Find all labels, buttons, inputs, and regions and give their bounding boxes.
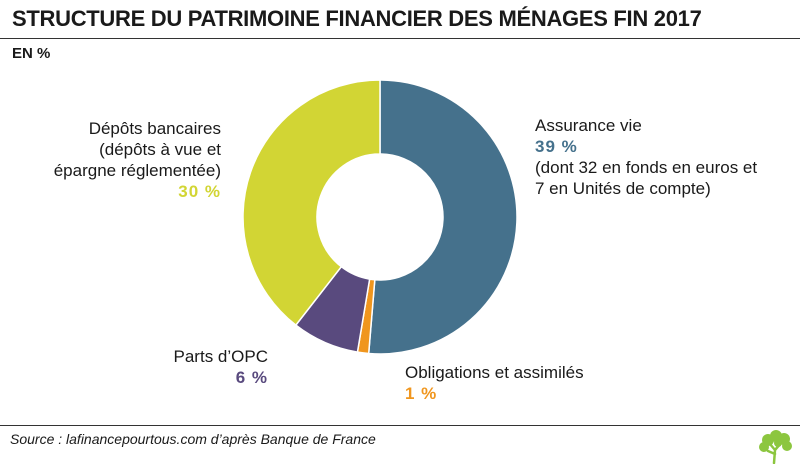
slice-detail-4-2: épargne réglementée) — [54, 161, 221, 180]
donut-slice-1 — [367, 79, 518, 355]
source-note: Source : lafinancepourtous.com d’après B… — [10, 431, 376, 447]
donut-slice-4 — [242, 79, 381, 327]
footer-divider — [0, 425, 800, 426]
slice-detail-1-1: (dont 32 en fonds en euros et — [535, 158, 757, 177]
slice-label-2: Obligations et assimilés — [405, 363, 584, 382]
donut-slices — [242, 79, 518, 355]
slice-value-label-2: 1 % — [405, 384, 437, 403]
unit-label: EN % — [12, 45, 51, 62]
slice-value-label-3: 6 % — [236, 368, 268, 387]
slice-labels: Assurance vie 39 % (dont 32 en fonds en eu… — [54, 116, 758, 403]
slice-label-1: Assurance vie — [535, 116, 642, 135]
slice-detail-4-1: (dépôts à vue et — [99, 140, 221, 159]
chart-title: STRUCTURE DU PATRIMOINE FINANCIER DES MÉ… — [12, 6, 702, 31]
slice-detail-1-2: 7 en Unités de compte) — [535, 179, 711, 198]
slice-label-4: Dépôts bancaires — [89, 119, 221, 138]
tree-icon — [759, 430, 792, 464]
title-divider — [0, 38, 800, 39]
slice-label-3: Parts d’OPC — [174, 347, 268, 366]
slice-value-label-1: 39 % — [535, 137, 578, 156]
slice-value-label-4: 30 % — [178, 182, 221, 201]
